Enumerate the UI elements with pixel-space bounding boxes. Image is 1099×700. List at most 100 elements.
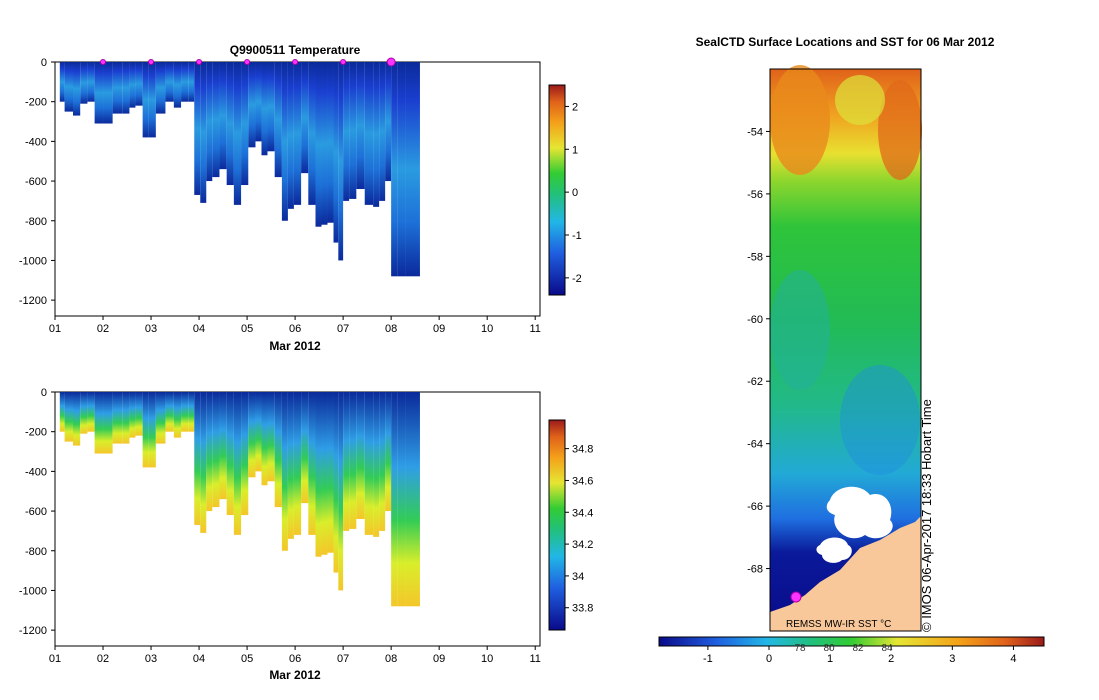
sst-warm-patch	[878, 80, 922, 180]
profile-column	[261, 392, 268, 486]
temperature-xlabel: Mar 2012	[269, 339, 321, 353]
y-tick-label: -1000	[19, 585, 47, 597]
x-tick-label: 11	[529, 653, 540, 665]
profile-column	[274, 392, 282, 508]
x-tick-label: 06	[289, 653, 301, 665]
sst-fahrenheit-label: 82	[852, 643, 864, 654]
profile-column	[241, 62, 249, 186]
ice-patch	[826, 486, 893, 539]
sst-fahrenheit-label: 80	[823, 643, 835, 654]
profile-column	[391, 392, 398, 607]
profile-column	[200, 62, 207, 203]
colorbar-tick-label: -2	[572, 273, 582, 285]
profile-column	[148, 392, 156, 468]
profile-column	[349, 392, 357, 529]
profile-column	[135, 392, 143, 436]
profile-column	[87, 392, 95, 432]
profile-column	[112, 62, 123, 114]
profile-column	[173, 62, 182, 108]
colorbar-tick-label: -1	[572, 230, 582, 242]
ice-patch	[816, 537, 852, 563]
salinity-profiles	[59, 392, 420, 607]
x-tick-label: 01	[49, 653, 61, 665]
sst-colorbar-ticks: -1 0 1 2 3 4 78 80 82 84	[703, 643, 1017, 665]
profile-column	[59, 62, 65, 102]
profile-column	[327, 392, 334, 553]
profile-marker	[340, 59, 347, 65]
salinity-xlabel: Mar 2012	[269, 668, 321, 682]
salinity-axes: 0 -200 -400 -600 -800 -1000 -1200 01 02 03 04 05 06 0…	[19, 387, 541, 665]
profile-column	[261, 62, 268, 156]
temperature-axes: 0 -200 -400 -600 -800 -1000 -1200 01 02 03 04 05 06 0…	[19, 57, 541, 335]
profile-column	[219, 62, 227, 170]
y-tick-label: -400	[25, 466, 47, 478]
profile-column	[112, 392, 123, 444]
y-tick-label: -1200	[19, 295, 47, 307]
profile-column	[194, 62, 201, 195]
profile-column	[364, 62, 374, 205]
sst-map-lat-axis: -54 -56 -58 -60 -62 -64 -66 -68	[747, 126, 770, 576]
lat-tick-label: -68	[747, 564, 763, 576]
lat-tick-label: -64	[747, 439, 763, 451]
profile-marker	[244, 59, 251, 65]
profile-column	[80, 62, 88, 104]
profile-marker	[292, 59, 299, 65]
profile-column	[173, 392, 182, 438]
profile-column	[315, 62, 322, 227]
profile-column	[94, 392, 104, 454]
profile-column	[333, 392, 339, 573]
profile-column	[293, 392, 302, 535]
profile-column	[315, 392, 322, 557]
profile-column	[155, 62, 166, 114]
x-tick-label: 03	[145, 323, 157, 335]
sst-colorbar-tick-label: 1	[827, 653, 833, 665]
profile-column	[379, 62, 386, 201]
x-tick-label: 08	[385, 323, 397, 335]
colorbar-tick-label: 34.8	[572, 444, 593, 456]
sst-colorbar	[658, 636, 1045, 647]
profile-column	[308, 392, 316, 535]
sst-colorbar-tick-label: 3	[949, 653, 955, 665]
profile-column	[373, 392, 380, 537]
sst-cool-patch	[770, 270, 830, 390]
profile-column	[373, 62, 380, 207]
colorbar-tick-label: 34.6	[572, 475, 593, 487]
colorbar-tick-label: 33.8	[572, 603, 593, 615]
profile-column	[135, 62, 143, 106]
profile-column	[59, 392, 65, 432]
profile-column	[364, 392, 374, 535]
profile-marker	[100, 59, 107, 65]
x-tick-label: 09	[433, 323, 445, 335]
y-tick-label: -400	[25, 136, 47, 148]
x-tick-label: 04	[193, 323, 205, 335]
x-tick-label: 09	[433, 653, 445, 665]
profile-column	[103, 62, 113, 124]
sst-colorbar-tick-label: 4	[1010, 653, 1016, 665]
profile-marker	[148, 59, 155, 65]
profile-column	[181, 392, 189, 432]
x-tick-label: 02	[97, 653, 109, 665]
profile-marker	[196, 59, 203, 65]
lat-tick-label: -66	[747, 501, 763, 513]
profile-column	[248, 62, 256, 148]
temperature-title: Q9900511 Temperature	[230, 43, 361, 57]
profile-column	[142, 392, 149, 468]
profile-column	[212, 392, 220, 508]
x-tick-label: 08	[385, 653, 397, 665]
y-tick-label: -1200	[19, 625, 47, 637]
y-tick-label: 0	[41, 57, 47, 69]
profile-column	[103, 392, 113, 454]
profile-column	[308, 62, 316, 205]
y-tick-label: -200	[25, 97, 47, 109]
profile-column	[194, 392, 201, 525]
profile-column	[73, 62, 81, 116]
profile-column	[255, 62, 262, 142]
colorbar-tick-label: 34.2	[572, 539, 593, 551]
profile-column	[405, 62, 420, 277]
profile-column	[287, 62, 294, 209]
sst-colorbar-tick-label: 0	[766, 653, 772, 665]
sst-colorbar-tick-label: -1	[703, 653, 713, 665]
profile-column	[165, 62, 174, 102]
profile-column	[287, 392, 294, 539]
